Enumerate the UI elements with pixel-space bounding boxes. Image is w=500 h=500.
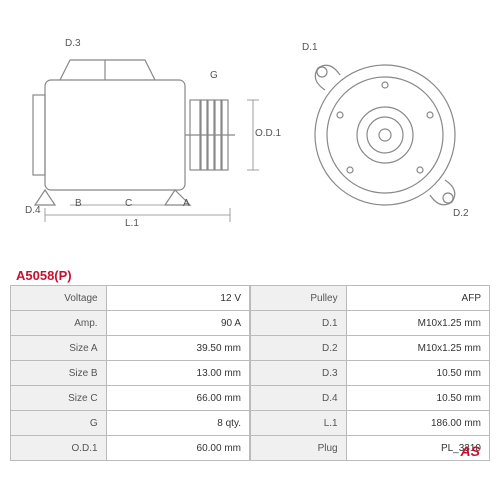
table-row: PlugPL_3310 bbox=[251, 436, 490, 461]
spec-value: M10x1.25 mm bbox=[346, 311, 489, 336]
label-g: G bbox=[210, 70, 218, 81]
spec-label: Size B bbox=[11, 361, 107, 386]
spec-label: O.D.1 bbox=[11, 436, 107, 461]
table-row: D.310.50 mm bbox=[251, 361, 490, 386]
spec-value: 186.00 mm bbox=[346, 411, 489, 436]
brand-logo: AS bbox=[461, 443, 480, 459]
table-row: D.410.50 mm bbox=[251, 386, 490, 411]
table-row: O.D.160.00 mm bbox=[11, 436, 250, 461]
spec-value: 66.00 mm bbox=[106, 386, 249, 411]
spec-value: AFP bbox=[346, 286, 489, 311]
spec-value: 10.50 mm bbox=[346, 386, 489, 411]
spec-label: D.2 bbox=[251, 336, 347, 361]
spec-label: Pulley bbox=[251, 286, 347, 311]
label-c: C bbox=[125, 198, 132, 209]
spec-label: D.3 bbox=[251, 361, 347, 386]
label-d4: D.4 bbox=[25, 205, 41, 216]
spec-label: D.1 bbox=[251, 311, 347, 336]
table-row: L.1186.00 mm bbox=[251, 411, 490, 436]
label-l1: L.1 bbox=[125, 218, 139, 229]
label-d1: D.1 bbox=[302, 42, 318, 53]
spec-label: Plug bbox=[251, 436, 347, 461]
label-d3: D.3 bbox=[65, 38, 81, 49]
label-od1: O.D.1 bbox=[255, 128, 281, 139]
spec-label: Size A bbox=[11, 336, 107, 361]
spec-value: 60.00 mm bbox=[106, 436, 249, 461]
spec-value: 39.50 mm bbox=[106, 336, 249, 361]
label-b: B bbox=[75, 198, 82, 209]
spec-value: 8 qty. bbox=[106, 411, 249, 436]
spec-value: 13.00 mm bbox=[106, 361, 249, 386]
diagram-area: D.3 G O.D.1 D.4 B C A L.1 bbox=[10, 10, 490, 260]
table-row: G8 qty. bbox=[11, 411, 250, 436]
spec-value: 90 A bbox=[106, 311, 249, 336]
table-row: D.1M10x1.25 mm bbox=[251, 311, 490, 336]
table-row: Voltage12 V bbox=[11, 286, 250, 311]
front-view-diagram: D.1 D.2 bbox=[290, 40, 480, 230]
spec-table-right: PulleyAFPD.1M10x1.25 mmD.2M10x1.25 mmD.3… bbox=[250, 285, 490, 461]
spec-label: Voltage bbox=[11, 286, 107, 311]
spec-value: 12 V bbox=[106, 286, 249, 311]
spec-label: D.4 bbox=[251, 386, 347, 411]
spec-value: 10.50 mm bbox=[346, 361, 489, 386]
table-row: Size A39.50 mm bbox=[11, 336, 250, 361]
spec-label: Amp. bbox=[11, 311, 107, 336]
label-a: A bbox=[183, 198, 190, 209]
spec-tables: Voltage12 VAmp.90 ASize A39.50 mmSize B1… bbox=[10, 285, 490, 461]
table-row: Size B13.00 mm bbox=[11, 361, 250, 386]
spec-value: M10x1.25 mm bbox=[346, 336, 489, 361]
spec-label: Size C bbox=[11, 386, 107, 411]
part-code: A5058(P) bbox=[16, 268, 490, 283]
table-row: D.2M10x1.25 mm bbox=[251, 336, 490, 361]
label-d2: D.2 bbox=[453, 208, 469, 219]
table-row: Size C66.00 mm bbox=[11, 386, 250, 411]
side-view-diagram: D.3 G O.D.1 D.4 B C A L.1 bbox=[15, 40, 275, 230]
table-row: Amp.90 A bbox=[11, 311, 250, 336]
table-row: PulleyAFP bbox=[251, 286, 490, 311]
spec-label: G bbox=[11, 411, 107, 436]
spec-label: L.1 bbox=[251, 411, 347, 436]
page-wrapper: D.3 G O.D.1 D.4 B C A L.1 bbox=[10, 10, 490, 461]
spec-table-left: Voltage12 VAmp.90 ASize A39.50 mmSize B1… bbox=[10, 285, 250, 461]
